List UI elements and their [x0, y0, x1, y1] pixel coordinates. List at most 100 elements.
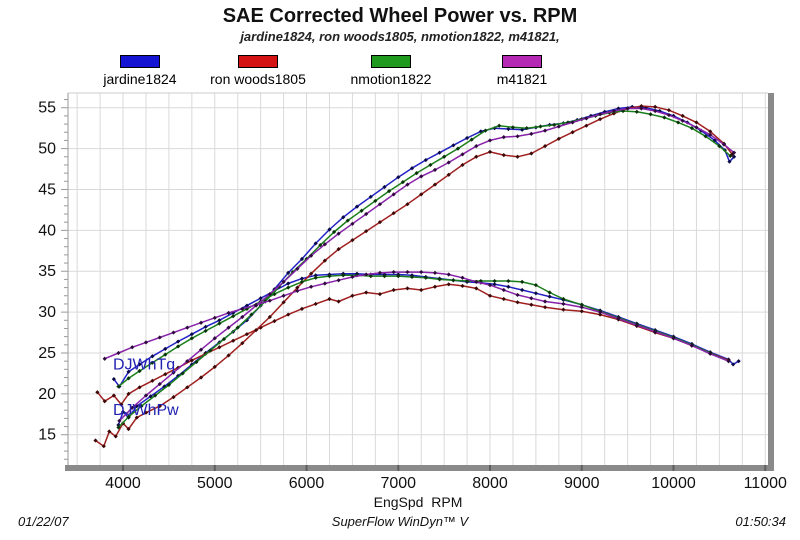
data-point-marker — [313, 273, 318, 278]
data-point-marker — [419, 287, 424, 293]
data-point-marker — [336, 231, 341, 236]
data-point-marker — [680, 113, 685, 118]
x-tick-label: 5000 — [197, 475, 233, 492]
data-point-marker — [180, 371, 185, 376]
data-point-marker — [515, 154, 520, 159]
data-point-marker — [419, 269, 424, 275]
data-point-marker — [598, 117, 603, 122]
data-point-marker — [244, 306, 249, 311]
data-point-marker — [359, 208, 364, 213]
data-point-marker — [350, 293, 355, 298]
data-point-marker — [428, 162, 433, 168]
data-point-marker — [377, 292, 383, 297]
data-point-marker — [253, 327, 259, 333]
series-m41821-torque — [102, 269, 731, 364]
data-point-marker — [364, 290, 369, 295]
data-point-marker — [689, 126, 694, 131]
data-point-marker — [240, 314, 245, 320]
torque-line — [96, 283, 730, 406]
data-point-marker — [309, 271, 314, 276]
data-point-marker — [579, 309, 584, 314]
data-point-marker — [515, 300, 520, 305]
data-point-marker — [171, 330, 176, 335]
data-point-marker — [728, 153, 733, 159]
data-point-marker — [501, 296, 506, 302]
data-point-marker — [377, 270, 383, 275]
data-point-marker — [126, 376, 131, 381]
data-point-marker — [120, 409, 126, 414]
data-point-marker — [368, 194, 373, 199]
legend-item-nmotion1822: nmotion1822 — [321, 55, 461, 87]
data-point-marker — [95, 390, 100, 395]
data-point-marker — [639, 106, 644, 111]
data-point-marker — [341, 273, 346, 278]
data-point-marker — [437, 150, 442, 155]
data-point-marker — [552, 122, 557, 127]
data-point-marker — [295, 266, 300, 271]
legend-item-m41821: m41821 — [452, 55, 592, 87]
data-point-marker — [217, 321, 222, 326]
data-point-marker — [464, 135, 470, 141]
y-tick-label: 25 — [38, 345, 56, 362]
data-point-marker — [336, 278, 341, 283]
data-point-marker — [198, 347, 204, 352]
y-tick-label: 50 — [38, 141, 56, 158]
data-point-marker — [442, 154, 447, 159]
data-point-marker — [217, 345, 222, 350]
data-point-marker — [281, 300, 286, 305]
data-point-marker — [231, 314, 236, 319]
data-point-marker — [409, 166, 415, 171]
legend-swatch — [120, 55, 160, 68]
data-point-marker — [634, 323, 639, 328]
data-point-marker — [708, 129, 713, 134]
legend-item-jardine1824: jardine1824 — [70, 55, 210, 87]
data-point-marker — [611, 111, 616, 116]
power-line — [118, 107, 735, 422]
legend-label: nmotion1822 — [350, 71, 432, 87]
data-point-marker — [561, 307, 566, 312]
data-point-marker — [157, 335, 162, 340]
data-point-marker — [561, 296, 566, 302]
data-point-marker — [387, 189, 392, 194]
data-point-marker — [203, 328, 208, 334]
data-point-marker — [113, 434, 118, 439]
data-point-marker — [616, 316, 621, 321]
data-point-marker — [185, 325, 190, 330]
data-point-marker — [286, 312, 291, 317]
data-point-marker — [221, 336, 227, 342]
data-point-marker — [478, 129, 483, 134]
torque-line — [113, 272, 740, 388]
data-point-marker — [455, 146, 461, 151]
data-point-marker — [171, 370, 176, 375]
data-point-marker — [143, 410, 149, 415]
data-point-marker — [93, 438, 98, 443]
data-point-marker — [130, 345, 135, 350]
data-point-marker — [405, 269, 410, 275]
data-point-marker — [506, 284, 511, 289]
data-point-marker — [286, 270, 291, 275]
data-point-marker — [432, 284, 438, 289]
chart-legend: jardine1824 ron woods1805 nmotion1822 m4182… — [0, 55, 800, 91]
data-point-marker — [331, 229, 337, 235]
data-point-marker — [639, 103, 644, 109]
data-point-marker — [579, 305, 584, 310]
data-point-marker — [258, 325, 263, 330]
data-point-marker — [414, 171, 419, 176]
data-point-marker — [111, 377, 116, 382]
data-point-marker — [299, 256, 305, 262]
data-point-marker — [556, 136, 561, 141]
y-tick-labels: 15 20 25 30 35 40 45 50 55 — [38, 100, 56, 444]
status-time: 01:50:34 — [735, 514, 786, 529]
status-date: 01/22/07 — [18, 514, 69, 529]
data-point-marker — [451, 143, 456, 148]
data-point-marker — [295, 285, 300, 290]
data-point-marker — [350, 221, 355, 226]
data-point-marker — [529, 151, 534, 156]
data-point-marker — [272, 319, 277, 324]
data-point-marker — [244, 332, 249, 337]
x-axis-ticks — [122, 465, 767, 471]
data-point-marker — [671, 336, 676, 341]
data-point-marker — [313, 241, 318, 246]
y-tick-label: 55 — [38, 100, 56, 117]
